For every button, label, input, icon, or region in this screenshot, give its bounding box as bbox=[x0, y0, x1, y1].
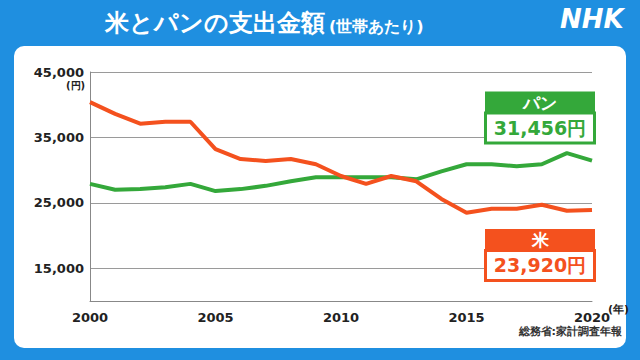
svg-text:米: 米 bbox=[531, 230, 550, 250]
svg-text:2010: 2010 bbox=[323, 310, 359, 325]
svg-text:35,000: 35,000 bbox=[34, 130, 84, 145]
svg-text:(年): (年) bbox=[608, 303, 629, 316]
svg-text:米とパンの支出金額: 米とパンの支出金額 bbox=[104, 9, 325, 37]
svg-text:15,000: 15,000 bbox=[34, 261, 84, 276]
svg-text:23,920円: 23,920円 bbox=[494, 254, 586, 276]
svg-text:NHK: NHK bbox=[560, 4, 626, 34]
svg-text:(世帯あたり): (世帯あたり) bbox=[329, 17, 424, 36]
svg-text:25,000: 25,000 bbox=[34, 195, 84, 210]
svg-text:パン: パン bbox=[522, 93, 557, 113]
svg-text:2000: 2000 bbox=[72, 310, 108, 325]
svg-text:2005: 2005 bbox=[197, 310, 233, 325]
svg-text:総務省:家計調査年報: 総務省:家計調査年報 bbox=[518, 325, 623, 338]
svg-text:45,000: 45,000 bbox=[34, 65, 84, 80]
svg-text:2020: 2020 bbox=[574, 310, 610, 325]
svg-text:(円): (円) bbox=[66, 80, 85, 91]
svg-text:2015: 2015 bbox=[448, 310, 484, 325]
svg-text:31,456円: 31,456円 bbox=[494, 117, 586, 139]
